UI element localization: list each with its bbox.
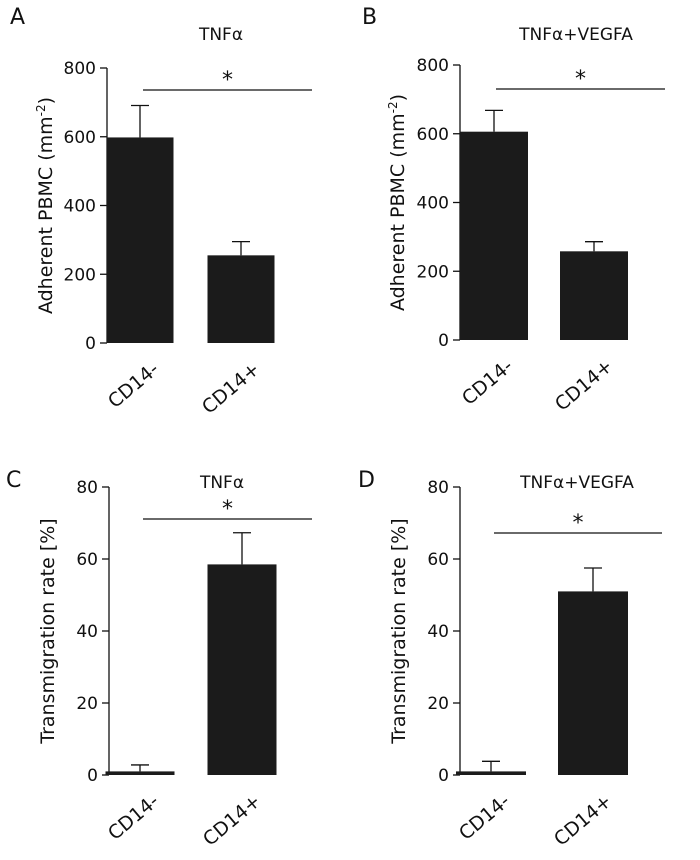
panel-b: B TNFα+VEGFA 0 200 400 600 800 Adherent PBMC (m… xyxy=(362,5,665,416)
y-axis-label-main: Transmigration rate [%] xyxy=(388,518,410,744)
category-label: CD14- xyxy=(455,790,514,845)
significance-star: * xyxy=(222,68,233,93)
significance-star: * xyxy=(222,497,233,522)
y-tick-label: 200 xyxy=(417,262,449,282)
panel-title: TNFα xyxy=(199,473,244,493)
y-axis-label-sup: -2 xyxy=(386,101,400,113)
category-label: CD14+ xyxy=(550,790,616,851)
y-axis-label: Transmigration rate [%] xyxy=(388,518,410,744)
y-tick-label: 20 xyxy=(427,694,449,714)
category-label: CD14+ xyxy=(198,358,264,419)
panel-title: TNFα+VEGFA xyxy=(519,473,634,493)
y-axis-label-sup: -2 xyxy=(34,104,48,116)
y-axis-label-main: Adherent PBMC (mm xyxy=(387,113,409,311)
bar-cd14plus xyxy=(207,255,275,343)
y-tick-label: 800 xyxy=(417,56,449,76)
y-tick-label: 400 xyxy=(417,194,449,214)
significance-star: * xyxy=(575,67,586,92)
y-axis-label-main: Adherent PBMC (mm xyxy=(35,116,57,314)
category-label: CD14- xyxy=(104,358,163,413)
panel-c: C TNFα 0 20 40 60 80 Transmigration rate [%] CD1… xyxy=(6,468,312,851)
panel-a: A TNFα 0 200 400 600 800 Adherent PBMC (mm-2) CD… xyxy=(10,5,312,419)
y-tick-label: 60 xyxy=(76,550,98,570)
category-label: CD14+ xyxy=(551,355,617,416)
panel-letter: D xyxy=(358,468,375,493)
y-axis-label-suffix: ) xyxy=(35,97,57,104)
y-tick-label: 600 xyxy=(417,125,449,145)
y-tick-label: 0 xyxy=(85,334,96,354)
y-axis-label-main: Transmigration rate [%] xyxy=(37,518,59,744)
significance-star: * xyxy=(573,511,584,536)
panel-d: D TNFα+VEGFA 0 20 40 60 80 Transmigration rate … xyxy=(358,468,662,851)
bar-cd14minus xyxy=(456,771,526,775)
y-tick-label: 0 xyxy=(87,766,98,786)
category-label: CD14+ xyxy=(199,790,265,851)
bar-cd14minus xyxy=(460,131,528,340)
y-tick-label: 0 xyxy=(438,766,449,786)
y-axis-label: Transmigration rate [%] xyxy=(37,518,59,744)
bar-cd14minus xyxy=(105,771,175,775)
y-tick-label: 80 xyxy=(76,478,98,498)
y-tick-label: 40 xyxy=(427,622,449,642)
y-tick-label: 200 xyxy=(64,265,96,285)
y-axis-label-suffix: ) xyxy=(387,94,409,101)
bar-cd14minus xyxy=(106,137,174,343)
category-label: CD14- xyxy=(104,790,163,845)
y-tick-label: 0 xyxy=(438,331,449,351)
y-tick-label: 600 xyxy=(64,128,96,148)
panel-letter: C xyxy=(6,468,21,493)
y-axis-label: Adherent PBMC (mm-2) xyxy=(386,94,409,311)
y-tick-label: 60 xyxy=(427,550,449,570)
bar-cd14plus xyxy=(207,564,277,775)
panel-title: TNFα xyxy=(198,25,243,45)
y-tick-label: 800 xyxy=(64,59,96,79)
y-tick-label: 20 xyxy=(76,694,98,714)
y-tick-label: 40 xyxy=(76,622,98,642)
y-axis-label: Adherent PBMC (mm-2) xyxy=(34,97,57,314)
y-tick-label: 80 xyxy=(427,478,449,498)
panel-title: TNFα+VEGFA xyxy=(518,25,633,45)
category-label: CD14- xyxy=(458,355,517,410)
panel-letter: A xyxy=(10,5,25,30)
panel-letter: B xyxy=(362,5,377,30)
bar-cd14plus xyxy=(560,251,628,340)
bar-cd14plus xyxy=(558,591,628,775)
y-tick-label: 400 xyxy=(64,197,96,217)
